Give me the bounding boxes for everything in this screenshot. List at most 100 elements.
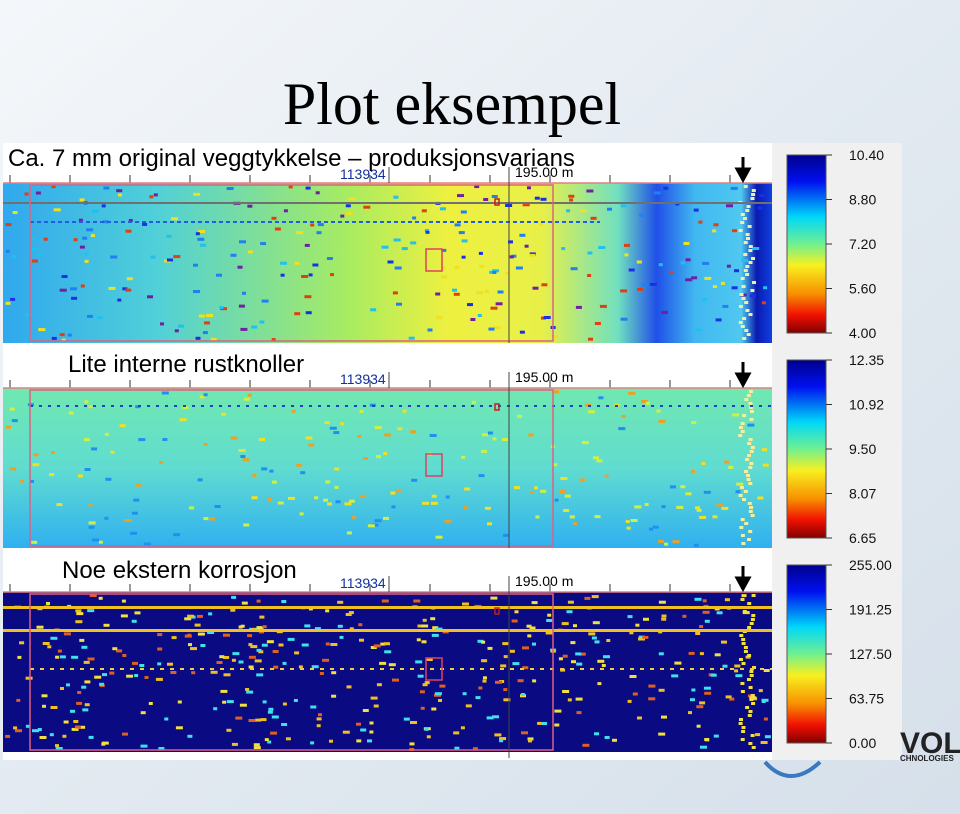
speckle [206, 314, 213, 317]
speckle [250, 645, 258, 649]
speckle [370, 696, 378, 700]
caption: Noe ekstern korrosjon [62, 557, 297, 584]
edge-speckle [745, 706, 750, 709]
speckle [439, 684, 446, 688]
speckle [384, 642, 390, 646]
speckle [339, 635, 344, 639]
speckle [130, 531, 138, 535]
speckle [49, 473, 55, 477]
speckle [370, 646, 377, 649]
speckle [618, 427, 626, 431]
speckle [84, 680, 91, 684]
speckle [696, 705, 704, 709]
speckle [703, 490, 711, 494]
speckle [528, 739, 532, 743]
speckle [603, 655, 610, 659]
speckle [460, 210, 467, 214]
edge-speckle [744, 301, 749, 304]
speckle [27, 403, 34, 407]
speckle [73, 238, 78, 242]
frame [29, 184, 554, 342]
speckle [77, 474, 83, 478]
edge-speckle [743, 241, 748, 244]
speckle [481, 640, 486, 644]
speckle [695, 506, 700, 510]
speckle [203, 517, 209, 521]
speckle [461, 455, 466, 459]
speckle [702, 610, 710, 614]
speckle [566, 209, 571, 213]
speckle [193, 263, 198, 267]
speckle [173, 533, 181, 537]
speckle [649, 527, 653, 531]
speckle [316, 717, 322, 721]
edge-speckle [747, 502, 752, 505]
speckle [658, 600, 666, 604]
speckle [11, 419, 18, 423]
speckle [553, 390, 560, 394]
speckle [59, 288, 67, 292]
speckle [502, 438, 509, 441]
speckle [144, 676, 149, 679]
speckle [31, 540, 38, 544]
speckle [253, 743, 260, 747]
speckle [79, 725, 86, 729]
speckle [421, 624, 429, 628]
speckle [340, 214, 345, 218]
speckle [269, 469, 274, 473]
speckle [291, 409, 296, 413]
speckle [563, 509, 570, 512]
speckle [5, 301, 11, 305]
speckle [431, 633, 439, 637]
speckle [593, 456, 599, 460]
speckle [207, 631, 215, 634]
speckle [37, 728, 42, 731]
speckle [562, 654, 568, 658]
edge-speckle [749, 406, 754, 409]
edge-speckle [743, 185, 748, 188]
speckle [337, 624, 343, 628]
colorbar-label: 12.35 [849, 352, 884, 368]
speckle [682, 614, 687, 618]
speckle [624, 253, 629, 257]
edge-speckle [740, 598, 745, 601]
speckle [15, 729, 22, 733]
speckle [110, 255, 118, 259]
speckle [441, 266, 446, 270]
edge-speckle [750, 446, 755, 449]
speckle [403, 717, 410, 721]
speckle [672, 540, 680, 544]
speckle [140, 711, 146, 715]
speckle [155, 677, 163, 681]
edge-speckle [751, 702, 756, 705]
speckle [270, 731, 278, 735]
edge-speckle [750, 197, 755, 200]
edge-speckle [744, 522, 749, 525]
speckle [171, 217, 178, 221]
speckle [511, 619, 518, 623]
speckle [197, 632, 205, 636]
speckle [685, 278, 693, 282]
speckle [363, 457, 369, 460]
speckle [344, 502, 352, 506]
edge-speckle [745, 209, 750, 212]
speckle [237, 265, 243, 269]
speckle [653, 191, 661, 195]
speckle [392, 291, 398, 295]
colorbar [786, 359, 827, 539]
speckle [702, 599, 707, 603]
speckle [700, 745, 707, 749]
speckle [384, 650, 392, 654]
speckle [661, 614, 667, 618]
speckle [517, 679, 524, 683]
speckle [138, 438, 146, 442]
speckle [51, 185, 56, 189]
edge-speckle [743, 650, 748, 653]
edge-speckle [749, 670, 754, 673]
speckle [329, 739, 333, 743]
speckle [71, 655, 79, 659]
speckle [314, 496, 319, 500]
speckle [329, 426, 337, 430]
speckle [487, 431, 493, 435]
speckle [187, 734, 193, 738]
